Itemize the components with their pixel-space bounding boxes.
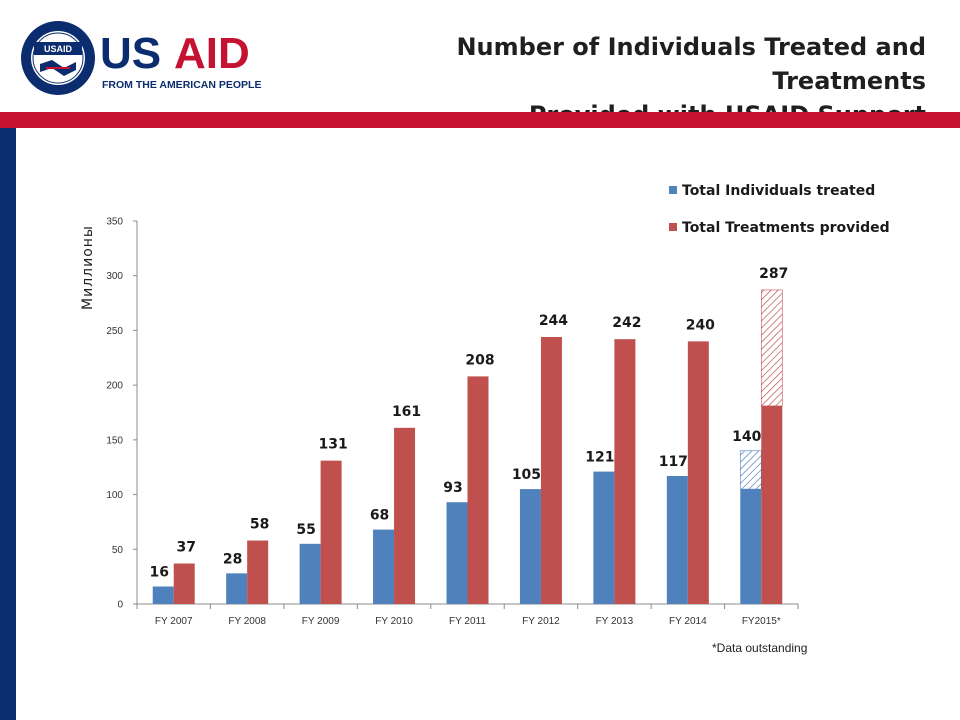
y-axis-title: Миллионы	[80, 225, 96, 310]
data-label-treatments: 58	[250, 517, 269, 533]
data-label-individuals: 28	[223, 551, 242, 567]
data-label-treatments: 242	[612, 315, 641, 331]
x-tick-label: FY 2014	[669, 616, 707, 627]
data-label-individuals: 68	[370, 508, 389, 524]
y-tick-label: 200	[106, 381, 123, 392]
bar-treatments-estimated	[760, 289, 783, 407]
data-label-treatments: 240	[686, 317, 715, 333]
bar-treatments	[467, 376, 489, 604]
data-label-individuals: 55	[296, 522, 315, 538]
bar-treatments	[614, 339, 636, 604]
usaid-seal-icon: USAID	[21, 21, 95, 95]
x-tick-label: FY 2007	[155, 616, 193, 627]
bar-treatments	[173, 563, 195, 604]
bar-treatments	[247, 540, 269, 604]
data-label-treatments: 287	[759, 266, 788, 282]
left-accent-bar	[0, 128, 16, 720]
bar-individuals	[446, 502, 468, 604]
y-tick-label: 350	[106, 217, 123, 228]
x-tick-label: FY 2012	[522, 616, 560, 627]
logo-wordmark-aid: AID	[174, 29, 250, 78]
data-label-treatments: 131	[318, 437, 347, 453]
title-line-1: Number of Individuals Treated and Treatm…	[456, 33, 926, 95]
y-tick-label: 0	[117, 600, 123, 611]
data-label-treatments: 161	[392, 404, 421, 420]
data-label-individuals: 16	[149, 564, 168, 580]
bar-individuals	[593, 471, 615, 604]
data-label-individuals: 93	[443, 480, 462, 496]
bar-treatments	[761, 405, 783, 604]
data-label-individuals: 117	[659, 454, 688, 470]
footnote: *Data outstanding	[712, 641, 808, 655]
data-label-individuals: 140	[732, 429, 761, 445]
header: USAID US AID FROM THE AMERICAN PEOPLE Nu…	[0, 0, 960, 129]
bar-individuals	[666, 475, 688, 604]
x-tick-label: FY 2008	[228, 616, 266, 627]
y-tick-label: 150	[106, 435, 123, 446]
x-tick-label: FY 2013	[596, 616, 634, 627]
data-label-treatments: 208	[465, 352, 494, 368]
data-label-treatments: 37	[176, 540, 195, 556]
x-tick-label: FY 2011	[449, 616, 486, 627]
bar-individuals	[740, 489, 762, 604]
x-tick-label: FY 2009	[302, 616, 340, 627]
data-label-individuals: 121	[585, 450, 614, 466]
logo-tagline: FROM THE AMERICAN PEOPLE	[102, 79, 261, 91]
header-red-band	[0, 112, 960, 128]
legend-swatch	[669, 223, 677, 231]
legend-label: Total Individuals treated	[682, 183, 875, 199]
bar-treatments	[394, 427, 416, 604]
legend-swatch	[669, 186, 677, 194]
y-tick-label: 300	[106, 271, 123, 282]
svg-text:USAID: USAID	[44, 44, 73, 54]
data-label-individuals: 105	[512, 467, 541, 483]
bar-treatments	[320, 460, 342, 604]
bar-treatments	[687, 341, 709, 604]
data-label-treatments: 244	[539, 313, 568, 329]
y-tick-label: 50	[112, 545, 124, 556]
bar-treatments	[540, 336, 562, 604]
bar-individuals	[226, 573, 248, 604]
bar-individuals	[152, 586, 174, 604]
x-tick-label: FY2015*	[742, 616, 781, 627]
usaid-logo: USAID US AID FROM THE AMERICAN PEOPLE	[21, 21, 261, 95]
bar-individuals	[299, 543, 321, 604]
x-tick-label: FY 2010	[375, 616, 413, 627]
bar-individuals	[373, 529, 395, 604]
legend-label: Total Treatments provided	[682, 220, 890, 236]
bar-individuals	[519, 489, 541, 604]
y-tick-label: 100	[106, 490, 123, 501]
bar-individuals-estimated	[739, 450, 762, 490]
y-tick-label: 250	[106, 326, 123, 337]
logo-wordmark-us: US	[100, 29, 161, 78]
